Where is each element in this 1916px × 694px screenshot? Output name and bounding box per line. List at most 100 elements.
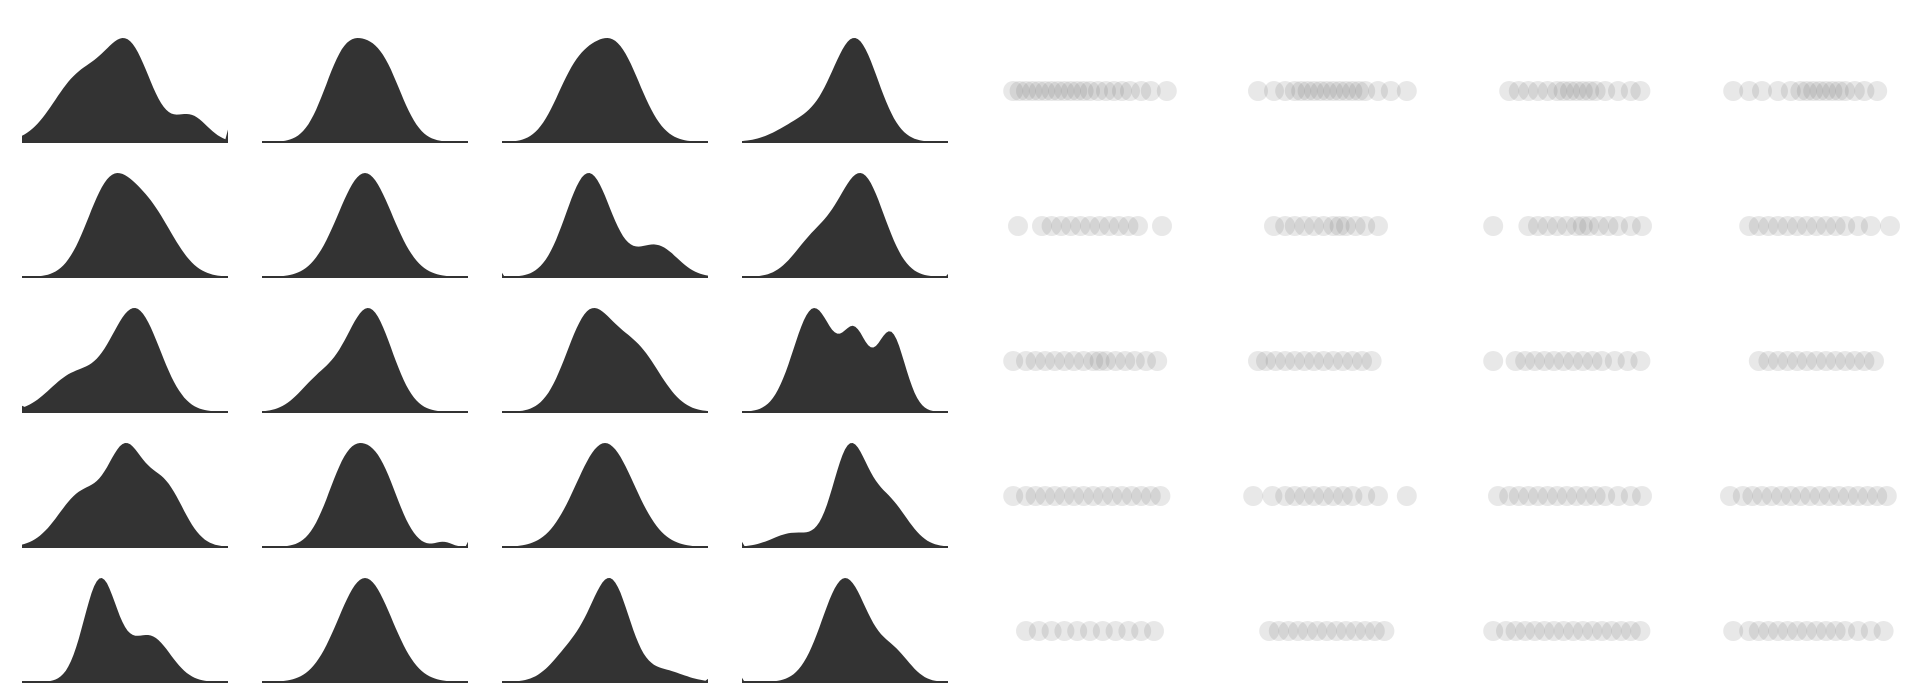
strip-point <box>1102 486 1123 506</box>
strip-point <box>1016 351 1036 371</box>
strip-point <box>1508 81 1529 101</box>
strip-point <box>1265 351 1286 371</box>
strip-panel-s-r2c4 <box>1739 216 1900 236</box>
strip-point <box>1275 486 1296 506</box>
strip-point <box>1060 81 1081 101</box>
strip-panel-s-r5c3 <box>1483 621 1651 641</box>
strip-point <box>1028 621 1049 641</box>
strip-point <box>1748 216 1769 236</box>
strip-point <box>1336 81 1356 101</box>
strip-point <box>1323 81 1344 101</box>
strip-point <box>1112 81 1132 101</box>
strip-point <box>1537 486 1558 506</box>
strip-point <box>1088 81 1108 101</box>
strip-point <box>1777 621 1798 641</box>
strip-point <box>1152 216 1172 236</box>
strip-point <box>1854 81 1875 101</box>
strip-point <box>1348 81 1369 101</box>
strip-point <box>1828 486 1849 506</box>
strip-point <box>1396 486 1417 506</box>
strip-point <box>1396 81 1417 101</box>
strip-point <box>1297 81 1318 101</box>
strip-point <box>1515 351 1536 371</box>
strip-point <box>1374 621 1395 641</box>
strip-point <box>1243 486 1264 506</box>
strip-panel-s-r1c3 <box>1499 81 1651 101</box>
strip-point <box>1483 216 1504 236</box>
strip-point <box>1547 81 1568 101</box>
strip-point <box>1566 216 1587 236</box>
strip-point <box>1131 486 1152 506</box>
strip-point <box>1268 621 1289 641</box>
strip-point <box>1368 486 1388 506</box>
strip-point <box>1632 486 1652 506</box>
strip-point <box>1073 81 1094 101</box>
strip-point <box>1313 216 1334 236</box>
strip-point <box>1016 81 1036 101</box>
strip-point <box>1800 486 1820 506</box>
strip-point <box>1275 216 1296 236</box>
strip-point <box>1294 351 1315 371</box>
strip-point <box>1790 81 1811 101</box>
density-curve-r5c3 <box>502 578 708 682</box>
strip-point <box>1588 216 1609 236</box>
strip-point <box>1112 486 1132 506</box>
strip-point <box>1787 351 1808 371</box>
strip-panel-s-r5c2 <box>1259 621 1395 641</box>
strip-point <box>1544 351 1564 371</box>
strip-point <box>1809 81 1830 101</box>
strip-point <box>1758 621 1779 641</box>
strip-point <box>1534 621 1555 641</box>
strip-point <box>1732 486 1753 506</box>
strip-point <box>1307 621 1328 641</box>
strip-point <box>1096 351 1116 371</box>
strip-point <box>1035 486 1056 506</box>
strip-point <box>1544 621 1564 641</box>
strip-point <box>1592 351 1612 371</box>
strip-point <box>1739 216 1760 236</box>
strip-point <box>1582 351 1603 371</box>
strip-point <box>1304 81 1324 101</box>
strip-point <box>1256 351 1276 371</box>
strip-point <box>1044 486 1065 506</box>
strip-point <box>1742 486 1763 506</box>
strip-point <box>1275 351 1296 371</box>
density-curve-r2c3 <box>502 173 708 277</box>
strip-point <box>1291 81 1312 101</box>
strip-point <box>1496 621 1516 641</box>
density-curve-r1c2 <box>262 38 468 142</box>
strip-point <box>1816 216 1836 236</box>
strip-point <box>1275 81 1296 101</box>
strip-point <box>1105 621 1126 641</box>
strip-point <box>1080 81 1100 101</box>
strip-point <box>1105 351 1126 371</box>
density-curve-r3c2 <box>262 308 468 412</box>
strip-point <box>1572 81 1593 101</box>
strip-point <box>1016 621 1036 641</box>
strip-point <box>1524 621 1545 641</box>
strip-point <box>1025 486 1046 506</box>
strip-point <box>1009 81 1030 101</box>
strip-point <box>1054 351 1075 371</box>
strip-point <box>1345 216 1366 236</box>
strip-point <box>1115 351 1136 371</box>
strip-point <box>1579 81 1600 101</box>
strip-point <box>1566 81 1587 101</box>
strip-point <box>1080 216 1100 236</box>
strip-panel-s-r3c3 <box>1483 351 1651 371</box>
strip-point <box>1806 621 1827 641</box>
strip-point <box>1092 486 1113 506</box>
strip-point <box>1838 486 1859 506</box>
strip-point <box>1608 216 1628 236</box>
strip-point <box>1790 486 1811 506</box>
strip-point <box>1780 486 1801 506</box>
strip-point <box>1620 216 1641 236</box>
strip-point <box>1118 216 1139 236</box>
strip-point <box>1739 81 1760 101</box>
strip-point <box>1313 351 1334 371</box>
strip-point <box>1035 81 1056 101</box>
strip-point <box>1156 81 1177 101</box>
strip-point <box>1099 216 1120 236</box>
strip-point <box>1016 486 1036 506</box>
strip-panel-s-r4c3 <box>1488 486 1652 506</box>
